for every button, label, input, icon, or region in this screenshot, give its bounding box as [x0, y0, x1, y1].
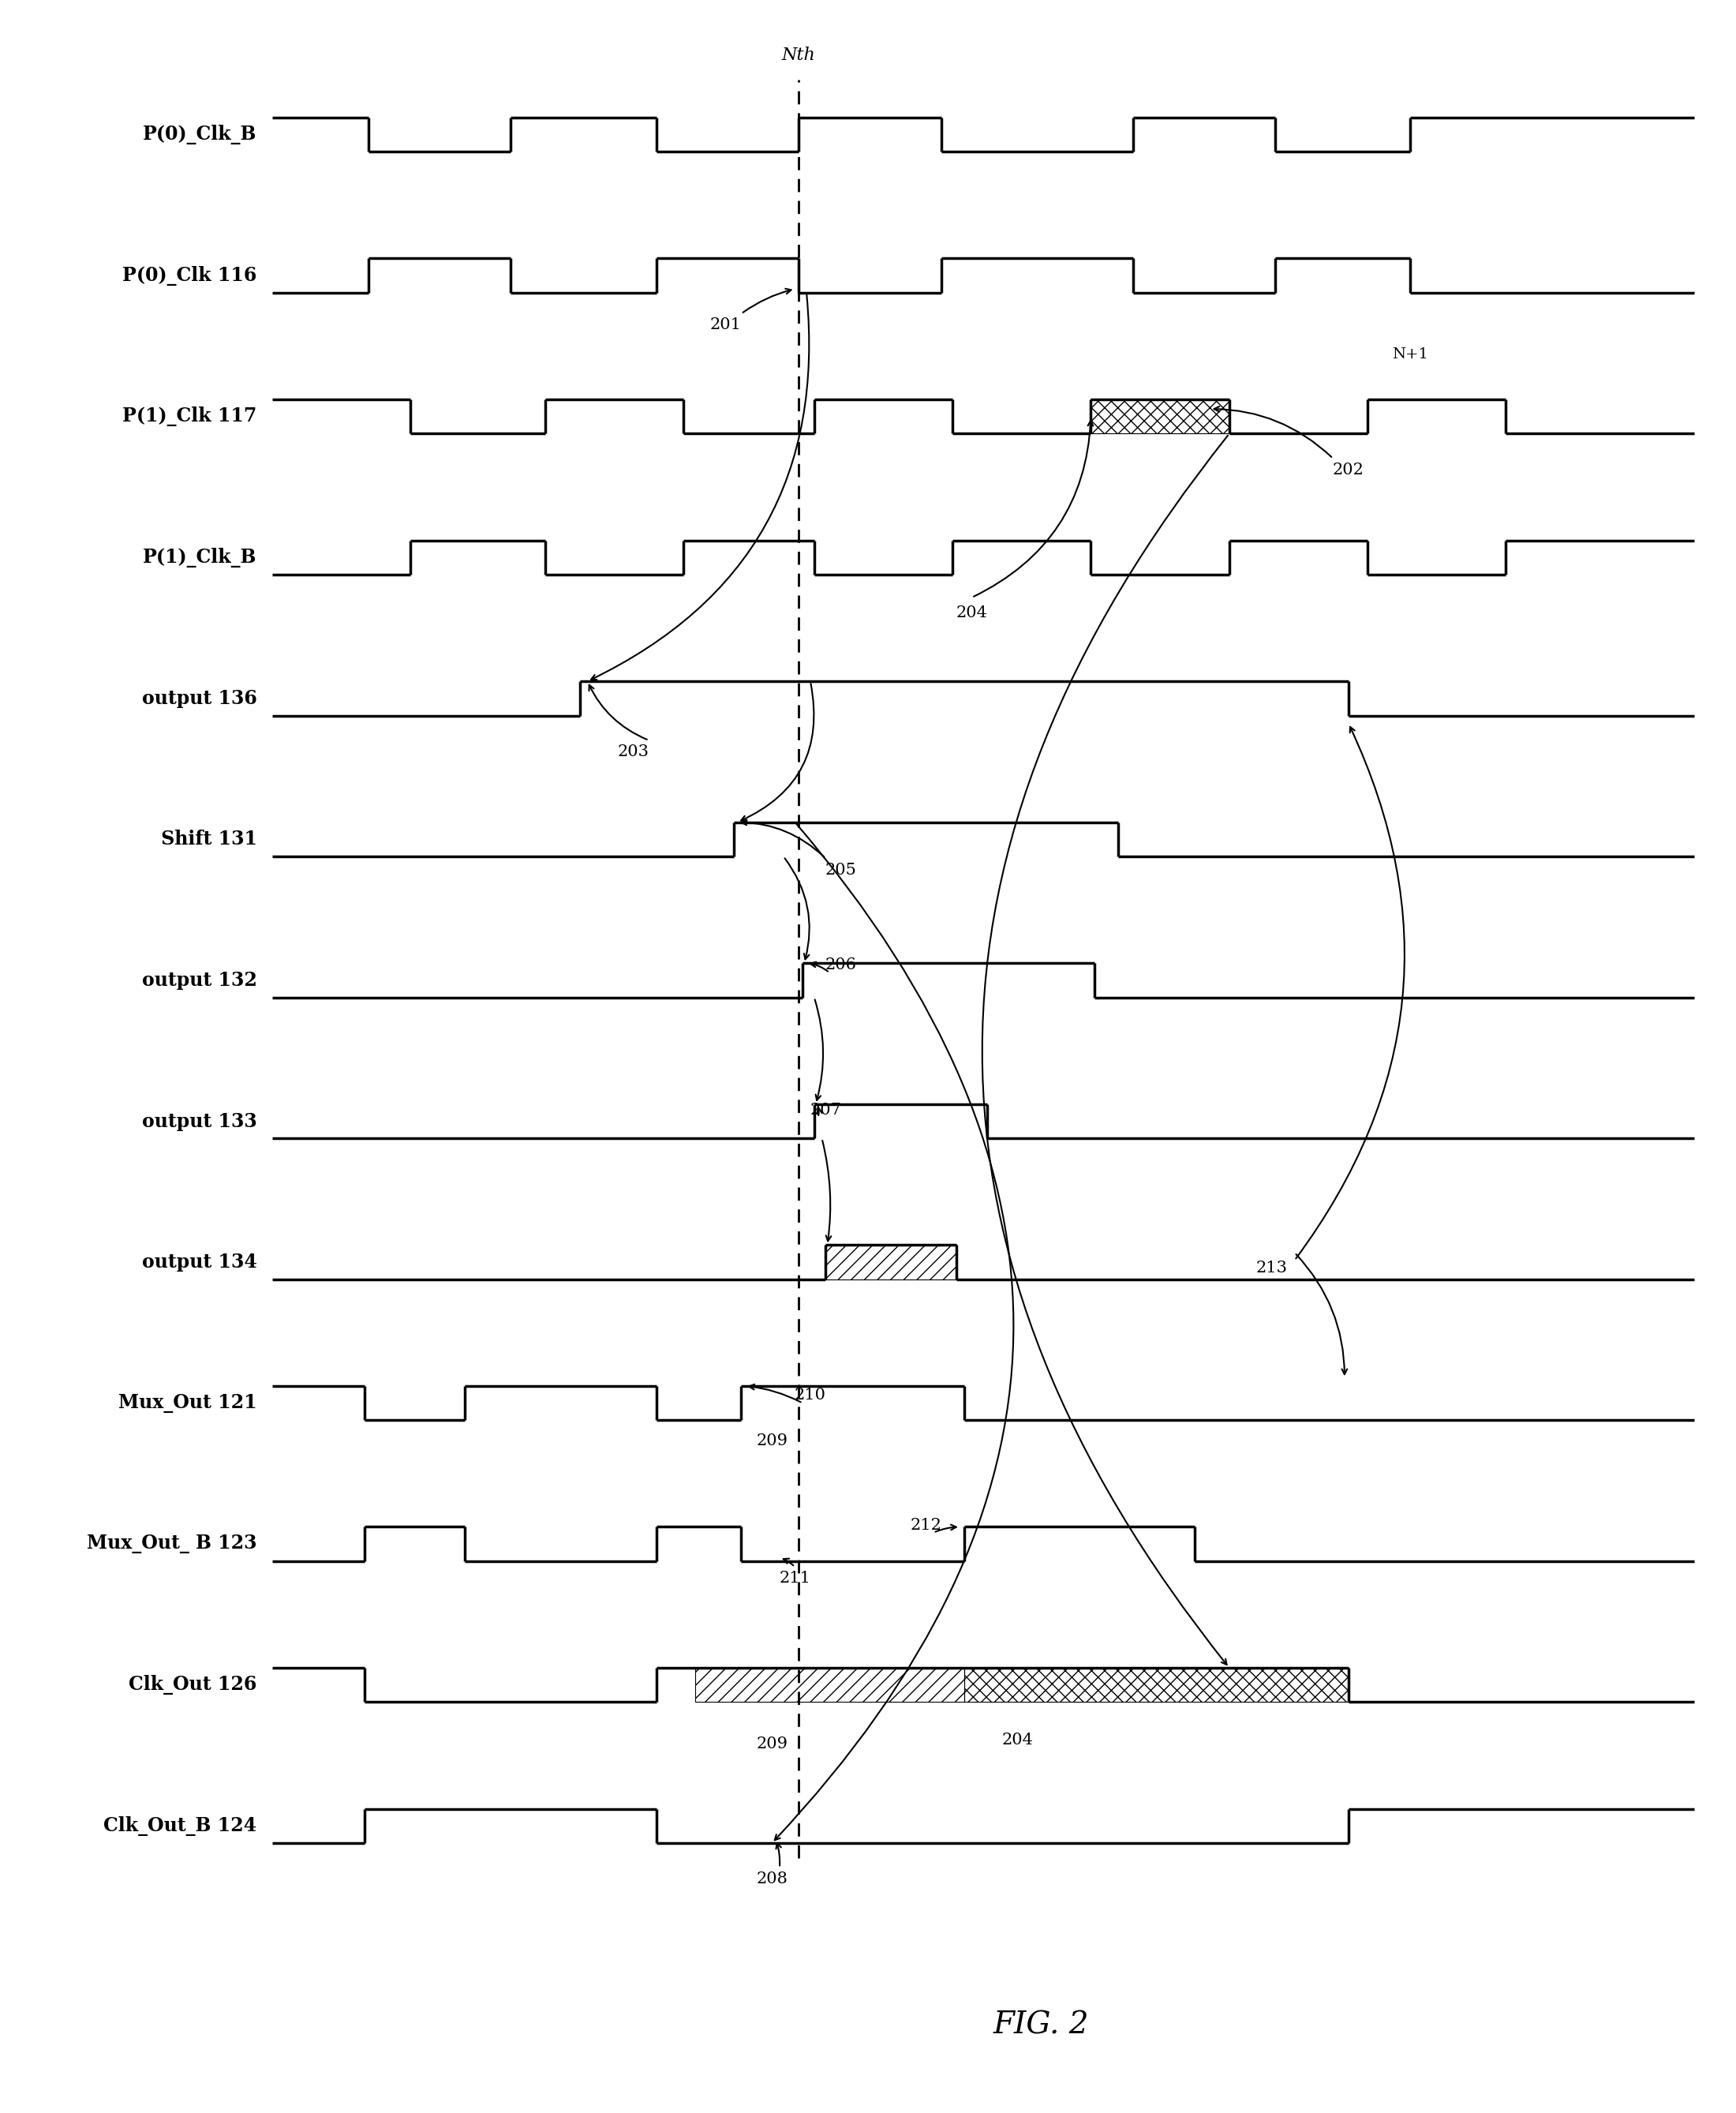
- Text: 209: 209: [757, 1435, 788, 1450]
- Bar: [694, 1667, 963, 1703]
- Text: output 132: output 132: [142, 970, 257, 989]
- Text: 205: 205: [825, 862, 858, 877]
- Text: 209: 209: [757, 1737, 788, 1752]
- Text: 211: 211: [779, 1570, 811, 1587]
- Text: P(0)_Clk_B: P(0)_Clk_B: [142, 125, 257, 144]
- Text: 207: 207: [811, 1103, 842, 1118]
- Text: 201: 201: [710, 317, 741, 332]
- Text: P(1)_Clk 117: P(1)_Clk 117: [123, 406, 257, 427]
- Text: 204: 204: [957, 604, 988, 621]
- Text: Nth: Nth: [781, 46, 816, 63]
- Text: 204: 204: [1002, 1733, 1033, 1747]
- Text: 206: 206: [825, 957, 858, 972]
- Text: 202: 202: [1333, 463, 1364, 478]
- Bar: [963, 1667, 1349, 1703]
- Text: output 134: output 134: [142, 1253, 257, 1272]
- Bar: [826, 1245, 957, 1278]
- Text: P(0)_Clk 116: P(0)_Clk 116: [123, 266, 257, 285]
- Text: Mux_Out_ B 123: Mux_Out_ B 123: [87, 1534, 257, 1553]
- Text: output 133: output 133: [142, 1111, 257, 1130]
- Text: 203: 203: [618, 744, 649, 759]
- Text: 210: 210: [795, 1388, 826, 1403]
- Text: output 136: output 136: [142, 689, 257, 708]
- Bar: [1090, 399, 1229, 433]
- Text: N+1: N+1: [1392, 347, 1429, 361]
- Text: 212: 212: [910, 1517, 941, 1532]
- Text: FIG. 2: FIG. 2: [993, 2012, 1088, 2039]
- Text: Clk_Out_B 124: Clk_Out_B 124: [104, 1815, 257, 1836]
- Text: Shift 131: Shift 131: [155, 830, 257, 849]
- Text: 208: 208: [757, 1872, 788, 1887]
- Text: Mux_Out 121: Mux_Out 121: [118, 1395, 257, 1414]
- Text: P(1)_Clk_B: P(1)_Clk_B: [142, 547, 257, 568]
- Text: 213: 213: [1255, 1261, 1288, 1276]
- Text: Clk_Out 126: Clk_Out 126: [128, 1676, 257, 1695]
